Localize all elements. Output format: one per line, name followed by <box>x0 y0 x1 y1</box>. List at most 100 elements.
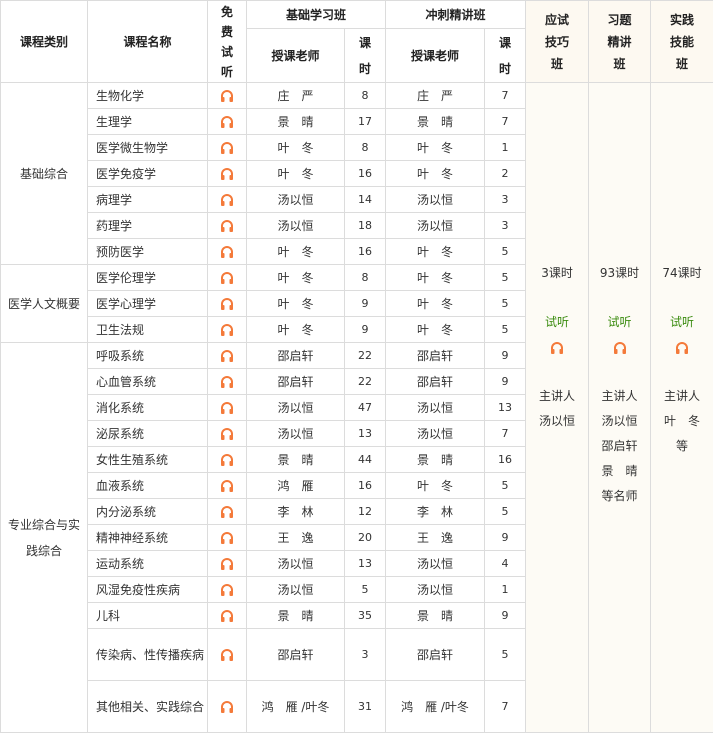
free-trial-button[interactable] <box>208 83 247 109</box>
side-class-1: 93课时 试听 主讲人 汤以恒邵启轩景 晴等名师 <box>589 83 651 733</box>
sprint-hours: 2 <box>485 161 526 187</box>
headphones-icon[interactable] <box>220 89 234 103</box>
headphones-icon[interactable] <box>220 115 234 129</box>
course-name: 医学心理学 <box>88 291 208 317</box>
headphones-icon[interactable] <box>651 335 713 360</box>
headphones-icon[interactable] <box>589 335 650 360</box>
free-trial-button[interactable] <box>208 239 247 265</box>
headphones-icon[interactable] <box>526 335 588 360</box>
sprint-hours: 5 <box>485 473 526 499</box>
sprint-hours: 3 <box>485 187 526 213</box>
basic-teacher: 汤以恒 <box>247 395 345 421</box>
free-trial-button[interactable] <box>208 499 247 525</box>
basic-hours: 35 <box>345 603 386 629</box>
basic-hours: 31 <box>345 681 386 733</box>
basic-teacher: 庄 严 <box>247 83 345 109</box>
headphones-icon[interactable] <box>220 531 234 545</box>
header-basic-teacher: 授课老师 <box>247 29 345 83</box>
header-exam-skills: 应试技巧班 <box>526 1 589 83</box>
free-trial-button[interactable] <box>208 577 247 603</box>
sprint-teacher: 汤以恒 <box>386 551 485 577</box>
free-trial-button[interactable] <box>208 629 247 681</box>
headphones-icon[interactable] <box>220 193 234 207</box>
basic-teacher: 景 晴 <box>247 109 345 135</box>
class-hours: 93课时 <box>589 261 650 286</box>
trial-link[interactable]: 试听 <box>526 310 588 335</box>
free-trial-button[interactable] <box>208 135 247 161</box>
sprint-hours: 9 <box>485 369 526 395</box>
basic-teacher: 叶 冬 <box>247 135 345 161</box>
headphones-icon[interactable] <box>220 167 234 181</box>
headphones-icon[interactable] <box>220 375 234 389</box>
headphones-icon[interactable] <box>220 427 234 441</box>
headphones-icon[interactable] <box>220 323 234 337</box>
headphones-icon[interactable] <box>220 700 234 714</box>
basic-hours: 20 <box>345 525 386 551</box>
sprint-teacher: 叶 冬 <box>386 135 485 161</box>
sprint-teacher: 景 晴 <box>386 447 485 473</box>
headphones-icon[interactable] <box>220 609 234 623</box>
free-trial-button[interactable] <box>208 525 247 551</box>
free-trial-button[interactable] <box>208 395 247 421</box>
basic-hours: 16 <box>345 239 386 265</box>
headphones-icon[interactable] <box>220 401 234 415</box>
free-trial-button[interactable] <box>208 369 247 395</box>
headphones-icon[interactable] <box>220 479 234 493</box>
headphones-icon[interactable] <box>220 271 234 285</box>
free-trial-button[interactable] <box>208 473 247 499</box>
course-name: 血液系统 <box>88 473 208 499</box>
trial-link[interactable]: 试听 <box>589 310 650 335</box>
headphones-icon[interactable] <box>220 219 234 233</box>
basic-teacher: 邵启轩 <box>247 369 345 395</box>
headphones-icon[interactable] <box>220 583 234 597</box>
headphones-icon[interactable] <box>220 648 234 662</box>
basic-teacher: 景 晴 <box>247 447 345 473</box>
free-trial-button[interactable] <box>208 551 247 577</box>
headphones-icon[interactable] <box>220 557 234 571</box>
course-name: 医学微生物学 <box>88 135 208 161</box>
headphones-icon[interactable] <box>220 505 234 519</box>
headphones-icon[interactable] <box>220 245 234 259</box>
basic-hours: 13 <box>345 421 386 447</box>
basic-teacher: 叶 冬 <box>247 239 345 265</box>
lecturer-name: 邵启轩 <box>589 434 650 459</box>
sprint-hours: 5 <box>485 629 526 681</box>
headphones-icon[interactable] <box>220 349 234 363</box>
headphones-icon[interactable] <box>220 453 234 467</box>
course-name: 其他相关、实践综合 <box>88 681 208 733</box>
trial-link[interactable]: 试听 <box>651 310 713 335</box>
sprint-teacher: 汤以恒 <box>386 395 485 421</box>
free-trial-button[interactable] <box>208 291 247 317</box>
free-trial-button[interactable] <box>208 317 247 343</box>
basic-hours: 44 <box>345 447 386 473</box>
basic-hours: 8 <box>345 135 386 161</box>
headphones-icon[interactable] <box>220 297 234 311</box>
sprint-hours: 5 <box>485 317 526 343</box>
course-name: 内分泌系统 <box>88 499 208 525</box>
free-trial-button[interactable] <box>208 109 247 135</box>
free-trial-button[interactable] <box>208 187 247 213</box>
headphones-icon[interactable] <box>220 141 234 155</box>
category-cell: 专业综合与实践综合 <box>1 343 88 733</box>
sprint-teacher: 庄 严 <box>386 83 485 109</box>
free-trial-button[interactable] <box>208 447 247 473</box>
sprint-teacher: 王 逸 <box>386 525 485 551</box>
basic-teacher: 鸿 雁 /叶冬 <box>247 681 345 733</box>
course-name: 精神神经系统 <box>88 525 208 551</box>
sprint-teacher: 叶 冬 <box>386 265 485 291</box>
free-trial-button[interactable] <box>208 421 247 447</box>
free-trial-button[interactable] <box>208 161 247 187</box>
basic-teacher: 叶 冬 <box>247 265 345 291</box>
free-trial-button[interactable] <box>208 681 247 733</box>
sprint-hours: 7 <box>485 109 526 135</box>
free-trial-button[interactable] <box>208 213 247 239</box>
free-trial-button[interactable] <box>208 603 247 629</box>
sprint-hours: 7 <box>485 421 526 447</box>
lecturer-name: 等 <box>651 434 713 459</box>
free-trial-button[interactable] <box>208 343 247 369</box>
class-hours: 3课时 <box>526 261 588 286</box>
basic-teacher: 叶 冬 <box>247 317 345 343</box>
sprint-teacher: 汤以恒 <box>386 187 485 213</box>
category-cell: 医学人文概要 <box>1 265 88 343</box>
free-trial-button[interactable] <box>208 265 247 291</box>
